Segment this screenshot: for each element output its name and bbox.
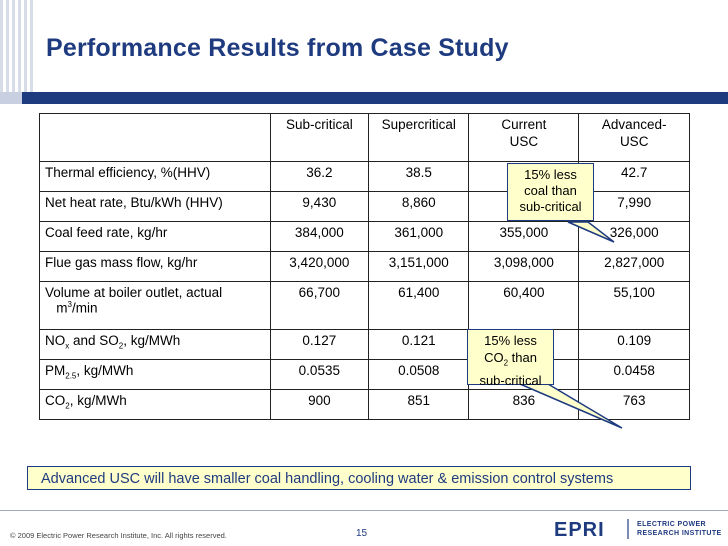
copyright-text: © 2009 Electric Power Research Institute… (10, 531, 227, 540)
epri-org-name: ELECTRIC POWER RESEARCH INSTITUTE (637, 521, 722, 537)
cell-value: 326,000 (578, 221, 690, 252)
header-advanced-usc: Advanced- USC (578, 113, 690, 162)
results-table: Sub-critical Supercritical Current USC Ad… (39, 113, 690, 420)
cell-value: 38.5 (368, 161, 470, 192)
cell-value: 836 (468, 389, 580, 420)
cell-value: 61,400 (368, 281, 470, 330)
page-title: Performance Results from Case Study (46, 34, 509, 62)
cell-value: 3,098,000 (468, 251, 580, 282)
row-label: NOx and SO2, kg/MWh (39, 329, 271, 360)
cell-value: 0.0458 (578, 359, 690, 390)
table-row: CO2, kg/MWh 900 851 836 763 (39, 389, 690, 420)
decorative-stripes (0, 0, 34, 92)
cell-value: 3,420,000 (269, 251, 370, 282)
cell-value: 3,151,000 (368, 251, 470, 282)
co2-callout: 15% less CO2 than sub-critical (467, 329, 554, 388)
epri-logo-icon: EPRI (554, 519, 629, 541)
row-label: CO2, kg/MWh (39, 389, 271, 420)
coal-callout: 15% less coal than sub-critical (507, 163, 594, 221)
cell-value: 66,700 (269, 281, 370, 330)
cell-value: 7,990 (578, 191, 690, 222)
cell-value: 0.0535 (269, 359, 370, 390)
header-current-usc: Current USC (468, 113, 580, 162)
table-row: NOx and SO2, kg/MWh 0.127 0.121 0.109 (39, 329, 690, 360)
cell-value: 2,827,000 (578, 251, 690, 282)
header-supercritical: Supercritical (368, 113, 470, 162)
table-row: Coal feed rate, kg/hr 384,000 361,000 35… (39, 221, 690, 252)
cell-value: 384,000 (269, 221, 370, 252)
cell-value: 355,000 (468, 221, 580, 252)
cell-value: 0.0508 (368, 359, 470, 390)
row-label: Coal feed rate, kg/hr (39, 221, 271, 252)
table-row: PM2.5, kg/MWh 0.0535 0.0508 0.049 0.0458 (39, 359, 690, 390)
header-subcritical: Sub-critical (269, 113, 370, 162)
cell-value: 36.2 (269, 161, 370, 192)
title-rule (22, 92, 728, 104)
title-rule-accent (0, 92, 22, 104)
header-empty (39, 113, 271, 162)
cell-value: 8,860 (368, 191, 470, 222)
table-header-row: Sub-critical Supercritical Current USC Ad… (39, 113, 690, 162)
cell-value: 60,400 (468, 281, 580, 330)
cell-value: 0.127 (269, 329, 370, 360)
row-label: Thermal efficiency, %(HHV) (39, 161, 271, 192)
cell-value: 900 (269, 389, 370, 420)
footer-rule (0, 510, 728, 511)
svg-text:EPRI: EPRI (554, 519, 605, 541)
cell-value: 55,100 (578, 281, 690, 330)
table-row: Flue gas mass flow, kg/hr 3,420,000 3,15… (39, 251, 690, 282)
cell-value: 0.121 (368, 329, 470, 360)
table-row: Volume at boiler outlet, actual m3/min 6… (39, 281, 690, 330)
cell-value: 42.7 (578, 161, 690, 192)
cell-value: 851 (368, 389, 470, 420)
cell-value: 763 (578, 389, 690, 420)
row-label: Net heat rate, Btu/kWh (HHV) (39, 191, 271, 222)
row-label: PM2.5, kg/MWh (39, 359, 271, 390)
page-number: 15 (356, 528, 368, 539)
row-label: Volume at boiler outlet, actual m3/min (39, 281, 271, 330)
cell-value: 361,000 (368, 221, 470, 252)
cell-value: 9,430 (269, 191, 370, 222)
summary-banner: Advanced USC will have smaller coal hand… (27, 466, 691, 490)
row-label: Flue gas mass flow, kg/hr (39, 251, 271, 282)
cell-value: 0.109 (578, 329, 690, 360)
